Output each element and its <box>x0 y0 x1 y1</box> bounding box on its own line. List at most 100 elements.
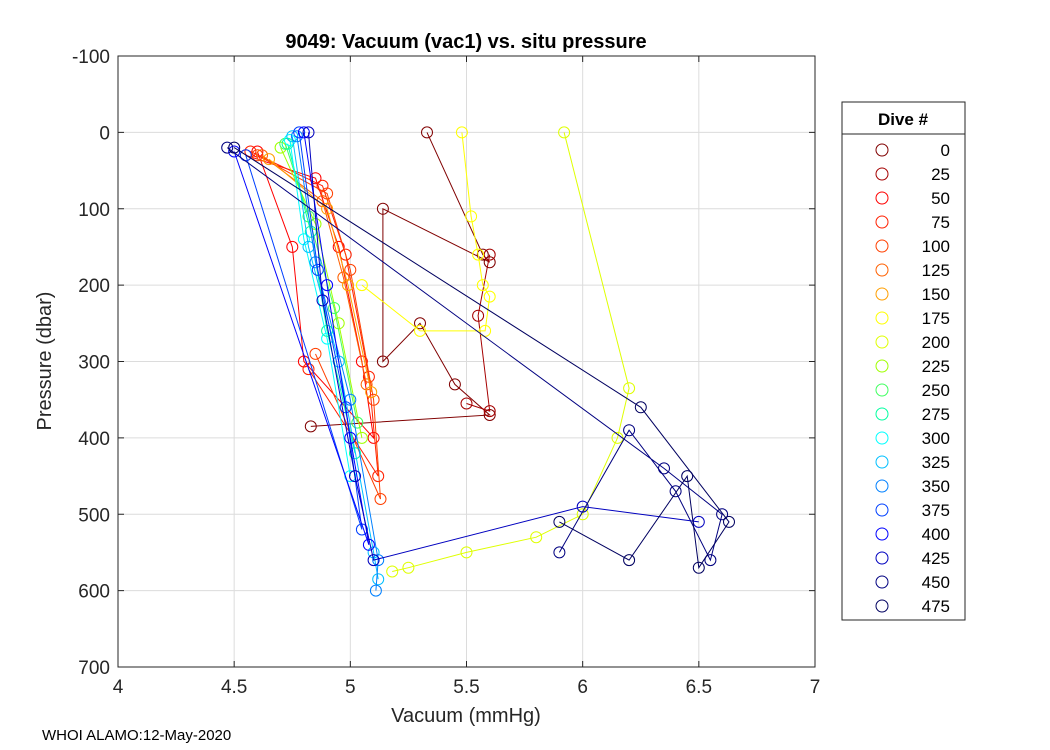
legend-marker <box>875 527 889 541</box>
data-point <box>228 141 241 154</box>
data-layer <box>221 126 735 597</box>
data-point <box>344 470 357 483</box>
legend-title: Dive # <box>878 110 929 129</box>
legend-marker <box>875 167 889 181</box>
x-axis-label: Vacuum (mmHg) <box>391 705 541 727</box>
data-point <box>349 470 361 483</box>
data-point <box>386 565 399 578</box>
data-point <box>476 248 489 261</box>
data-point <box>297 126 310 139</box>
legend-box <box>841 101 966 621</box>
data-point <box>374 493 387 505</box>
data-point <box>332 355 345 368</box>
data-point <box>321 202 334 215</box>
data-point <box>367 554 380 567</box>
data-point <box>286 240 299 253</box>
x-tick-label: 4 <box>113 677 124 698</box>
y-tick-label: 100 <box>78 200 110 221</box>
legend-marker <box>875 575 889 589</box>
data-point <box>349 447 361 460</box>
series-line-475 <box>233 147 730 570</box>
data-point <box>344 263 357 276</box>
legend-marker <box>875 239 889 253</box>
data-point <box>530 531 543 544</box>
data-point <box>460 397 473 410</box>
series-group <box>221 126 735 597</box>
chart-title: 9049: Vacuum (vac1) vs. situ pressure <box>285 31 646 53</box>
legend-label: 75 <box>931 213 950 232</box>
data-point <box>421 126 433 139</box>
legend-marker <box>875 143 889 157</box>
data-point <box>290 130 303 143</box>
data-point <box>576 508 589 521</box>
data-point <box>483 248 496 261</box>
legend-label: 125 <box>922 261 950 280</box>
data-point <box>221 141 234 154</box>
legend-marker <box>875 503 889 517</box>
data-point <box>716 508 729 521</box>
data-point <box>553 515 566 528</box>
legend-label: 425 <box>922 549 950 568</box>
data-point <box>483 290 496 303</box>
data-point <box>367 431 380 444</box>
data-point <box>723 515 735 528</box>
data-point <box>293 126 306 139</box>
legend: Dive # 0 25 50 75 100 125 150 175 200 225 250 275 30… <box>841 101 966 621</box>
data-point <box>283 134 296 146</box>
legend-marker <box>875 599 889 613</box>
data-point <box>339 401 352 414</box>
legend-marker <box>875 263 889 277</box>
data-point <box>465 210 478 223</box>
data-point <box>623 424 636 437</box>
legend-label: 375 <box>922 501 950 520</box>
y-tick-label: 500 <box>78 505 110 526</box>
y-tick-label: 600 <box>78 582 110 603</box>
legend-marker <box>875 479 889 493</box>
data-point <box>553 546 566 559</box>
ticks: 4 4.5 5 5.5 6 6.5 7 -100 0 100 200 300 400 500 600 700 <box>72 47 820 698</box>
legend-label: 0 <box>941 141 950 160</box>
y-tick-label: 0 <box>99 123 110 144</box>
data-point <box>476 279 489 292</box>
data-point <box>376 355 389 368</box>
data-point <box>355 431 368 444</box>
legend-marker <box>875 311 889 325</box>
series-line-225 <box>280 147 363 438</box>
x-tick-label: 7 <box>810 677 821 698</box>
legend-label: 225 <box>922 357 950 376</box>
data-point <box>251 149 264 162</box>
legend-marker <box>875 383 889 397</box>
data-point <box>681 470 694 483</box>
legend-marker <box>875 287 889 301</box>
legend-label: 450 <box>922 573 950 592</box>
data-point <box>369 584 382 597</box>
data-point <box>309 347 322 360</box>
legend-label: 100 <box>922 237 950 256</box>
legend-label: 50 <box>931 189 950 208</box>
y-tick-label: 700 <box>78 658 110 679</box>
y-tick-label: 300 <box>78 353 110 374</box>
legend-marker <box>875 335 889 349</box>
data-point <box>351 416 364 429</box>
data-point <box>414 317 426 330</box>
y-tick-label: 200 <box>78 276 110 297</box>
footer-text: WHOI ALAMO:12-May-2020 <box>42 727 232 744</box>
data-point <box>372 554 385 567</box>
data-point <box>342 279 354 292</box>
legend-marker <box>875 215 889 229</box>
data-point <box>472 309 485 322</box>
legend-marker <box>875 407 889 421</box>
legend-marker <box>875 191 889 205</box>
data-point <box>251 145 264 158</box>
data-point <box>309 172 322 185</box>
legend-label: 150 <box>922 285 950 304</box>
legend-label: 475 <box>922 597 950 616</box>
data-point <box>558 126 571 139</box>
data-point <box>669 485 682 498</box>
data-point <box>328 302 341 314</box>
legend-marker <box>875 431 889 445</box>
legend-label: 325 <box>922 453 950 472</box>
legend-label: 275 <box>922 405 950 424</box>
data-point <box>316 294 329 307</box>
data-point <box>367 393 380 406</box>
